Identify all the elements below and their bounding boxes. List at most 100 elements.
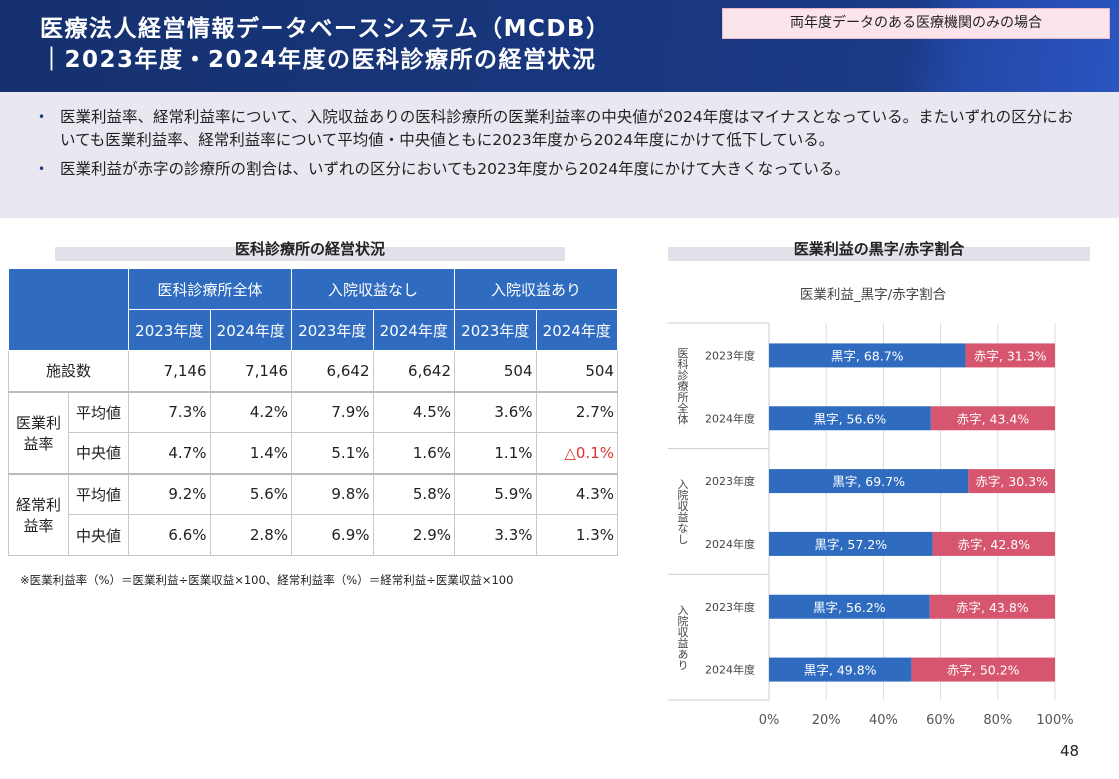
data-label: 黒字, 49.8%	[804, 663, 877, 678]
category-label: 2023年度	[705, 474, 755, 488]
summary-text: 医業利益が赤字の診療所の割合は、いずれの区分においても2023年度から2024年…	[60, 160, 850, 178]
value-cell: 9.2%	[128, 472, 211, 515]
formula-note: ※医業利益率（%）＝医業利益÷医業収益×100、経常利益率（%）＝経常利益÷医業…	[20, 573, 514, 587]
facility-count-cell: 504	[454, 350, 537, 392]
group-label: 医科診療所全体	[676, 347, 689, 424]
x-tick-label: 100%	[1036, 713, 1073, 728]
data-label: 黒字, 57.2%	[814, 537, 887, 552]
bar-segment-profit	[769, 657, 912, 682]
year-header: 2023年度	[291, 309, 374, 351]
value-cell: 1.1%	[454, 432, 537, 474]
data-label: 赤字, 42.8%	[957, 537, 1030, 552]
value-cell: 9.8%	[291, 472, 374, 515]
group-header: 入院収益あり	[454, 268, 618, 310]
chart-title: 医業利益_黒字/赤字割合	[799, 287, 947, 303]
year-header: 2024年度	[209, 309, 292, 351]
corner-header	[8, 268, 129, 351]
summary-text: 医業利益率、経常利益率について、入院収益ありの医科診療所の医業利益率の中央値が2…	[60, 108, 1074, 149]
value-cell: 4.7%	[128, 432, 211, 474]
stat-label: 平均値	[68, 390, 129, 433]
data-label: 赤字, 43.4%	[957, 411, 1030, 426]
data-label: 赤字, 30.3%	[975, 474, 1048, 489]
value-cell: 5.9%	[454, 472, 537, 515]
bar-segment-profit	[769, 531, 933, 556]
value-cell: 5.8%	[372, 472, 455, 515]
value-cell: 7.3%	[128, 390, 211, 433]
value-cell: 4.2%	[209, 390, 292, 433]
bullet-icon: •	[38, 162, 46, 176]
data-label: 黒字, 68.7%	[831, 348, 904, 363]
title-line-2: ｜2023年度・2024年度の医科診療所の経営状況	[40, 47, 597, 73]
value-cell: 3.3%	[454, 514, 537, 556]
stat-label: 平均値	[68, 472, 129, 515]
facility-count-cell: 6,642	[291, 350, 374, 392]
value-cell: 4.5%	[372, 390, 455, 433]
bar-segment-loss	[932, 531, 1055, 556]
category-label: 2024年度	[705, 411, 755, 425]
bar-segment-loss	[965, 343, 1055, 368]
category-label: 2023年度	[705, 600, 755, 614]
metric-label: 経常利益率	[8, 472, 69, 556]
row-label: 施設数	[8, 350, 129, 392]
header-band: 医療法人経営情報データベースシステム（MCDB） ｜2023年度・2024年度の…	[0, 0, 1119, 92]
summary-box: • 医業利益率、経常利益率について、入院収益ありの医科診療所の医業利益率の中央値が…	[0, 92, 1119, 218]
data-label: 黒字, 56.2%	[813, 600, 886, 615]
value-cell: 1.3%	[535, 514, 618, 556]
facility-count-cell: 6,642	[372, 350, 455, 392]
year-header: 2024年度	[372, 309, 455, 351]
value-cell: △0.1%	[535, 432, 618, 474]
facility-count-cell: 7,146	[128, 350, 211, 392]
summary-bullet: • 医業利益率、経常利益率について、入院収益ありの医科診療所の医業利益率の中央値が…	[38, 106, 1079, 152]
year-header: 2023年度	[454, 309, 537, 351]
value-cell: 2.8%	[209, 514, 292, 556]
metric-label: 医業利益率	[8, 390, 69, 474]
value-cell: 4.3%	[535, 472, 618, 515]
group-label: 入院収益あり	[676, 604, 689, 670]
data-label: 赤字, 50.2%	[947, 663, 1020, 678]
data-label: 黒字, 69.7%	[832, 474, 905, 489]
condition-badge: 両年度データのある医療機関のみの場合	[722, 8, 1110, 39]
title-line-1: 医療法人経営情報データベースシステム（MCDB）	[40, 16, 611, 42]
table-section-title-text: 医科診療所の経営状況	[234, 240, 385, 258]
bar-segment-loss	[968, 469, 1055, 494]
x-tick-label: 60%	[926, 713, 955, 728]
x-tick-label: 80%	[983, 713, 1012, 728]
value-cell: 7.9%	[291, 390, 374, 433]
group-header: 医科診療所全体	[128, 268, 292, 310]
value-cell: 1.4%	[209, 432, 292, 474]
bar-segment-loss	[930, 406, 1055, 431]
bullet-icon: •	[38, 110, 46, 124]
data-label: 黒字, 56.6%	[814, 411, 887, 426]
bar-segment-profit	[769, 343, 966, 368]
bar-segment-profit	[769, 469, 969, 494]
x-tick-label: 40%	[869, 713, 898, 728]
stat-label: 中央値	[68, 514, 129, 556]
x-tick-label: 0%	[759, 713, 780, 728]
value-cell: 6.9%	[291, 514, 374, 556]
year-header: 2023年度	[128, 309, 211, 351]
facility-count-cell: 504	[535, 350, 618, 392]
bar-segment-profit	[769, 594, 930, 619]
value-cell: 2.7%	[535, 390, 618, 433]
bar-segment-profit	[769, 406, 931, 431]
value-cell: 3.6%	[454, 390, 537, 433]
summary-bullet: • 医業利益が赤字の診療所の割合は、いずれの区分においても2023年度から2024…	[38, 158, 1079, 181]
bar-segment-loss	[911, 657, 1055, 682]
value-cell: 6.6%	[128, 514, 211, 556]
chart-section-title-text: 医業利益の黒字/赤字割合	[793, 240, 965, 258]
value-cell: 2.9%	[372, 514, 455, 556]
data-label: 赤字, 43.8%	[956, 600, 1029, 615]
page-title: 医療法人経営情報データベースシステム（MCDB） ｜2023年度・2024年度の…	[40, 14, 611, 76]
group-header: 入院収益なし	[291, 268, 455, 310]
facility-count-cell: 7,146	[209, 350, 292, 392]
value-cell: 5.1%	[291, 432, 374, 474]
group-label: 入院収益なし	[676, 479, 689, 545]
value-cell: 5.6%	[209, 472, 292, 515]
category-label: 2023年度	[705, 348, 755, 362]
data-label: 赤字, 31.3%	[974, 348, 1047, 363]
stat-label: 中央値	[68, 432, 129, 474]
chart-section-title: 医業利益の黒字/赤字割合	[668, 240, 1090, 261]
page-number: 48	[1060, 742, 1080, 760]
bar-segment-loss	[929, 594, 1055, 619]
year-header: 2024年度	[535, 309, 618, 351]
